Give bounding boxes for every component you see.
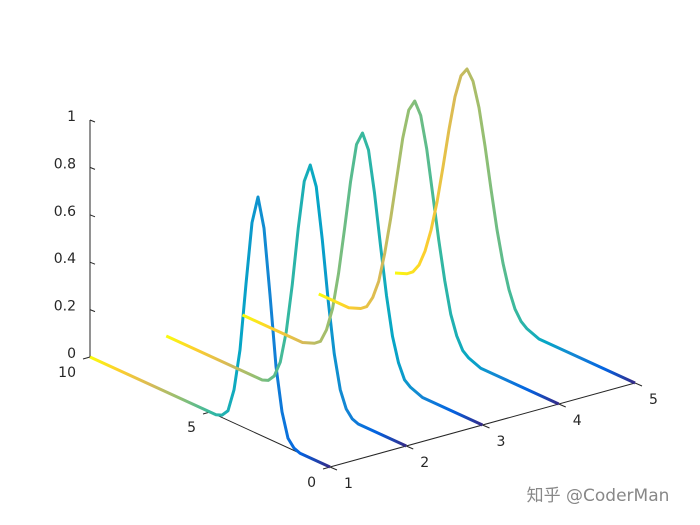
z-tick [89,119,96,123]
z-tick [89,261,96,265]
z-tick [89,309,96,313]
watermark: 知乎 @CoderMan [527,486,670,506]
y-tick-label: 5 [649,392,658,408]
z-tick-label: 0.4 [54,251,76,267]
y-tick [558,403,566,408]
series-line [394,67,636,385]
y-tick [329,466,338,471]
series-line [241,131,484,427]
z-tick-label: 0.8 [54,156,76,172]
series-line [318,99,560,406]
z-tick [89,214,96,218]
series-line [165,163,407,448]
y-tick-label: 2 [420,455,429,471]
z-tick-label: 0 [67,346,76,362]
y-tick [406,445,414,450]
y-tick [482,424,490,429]
y-tick-label: 4 [573,413,582,429]
z-tick-label: 0.2 [54,299,76,315]
y-tick [634,382,643,387]
x-tick-label: 5 [187,420,196,436]
y-tick-label: 1 [344,476,353,492]
y-tick-label: 3 [497,434,506,450]
z-tick [89,166,96,170]
z-tick-label: 1 [67,109,76,125]
series-line [89,195,331,469]
x-tick [82,356,91,360]
x-tick-label: 0 [307,475,316,491]
x-tick-label: 10 [58,365,76,381]
z-tick-label: 0.6 [54,204,76,220]
